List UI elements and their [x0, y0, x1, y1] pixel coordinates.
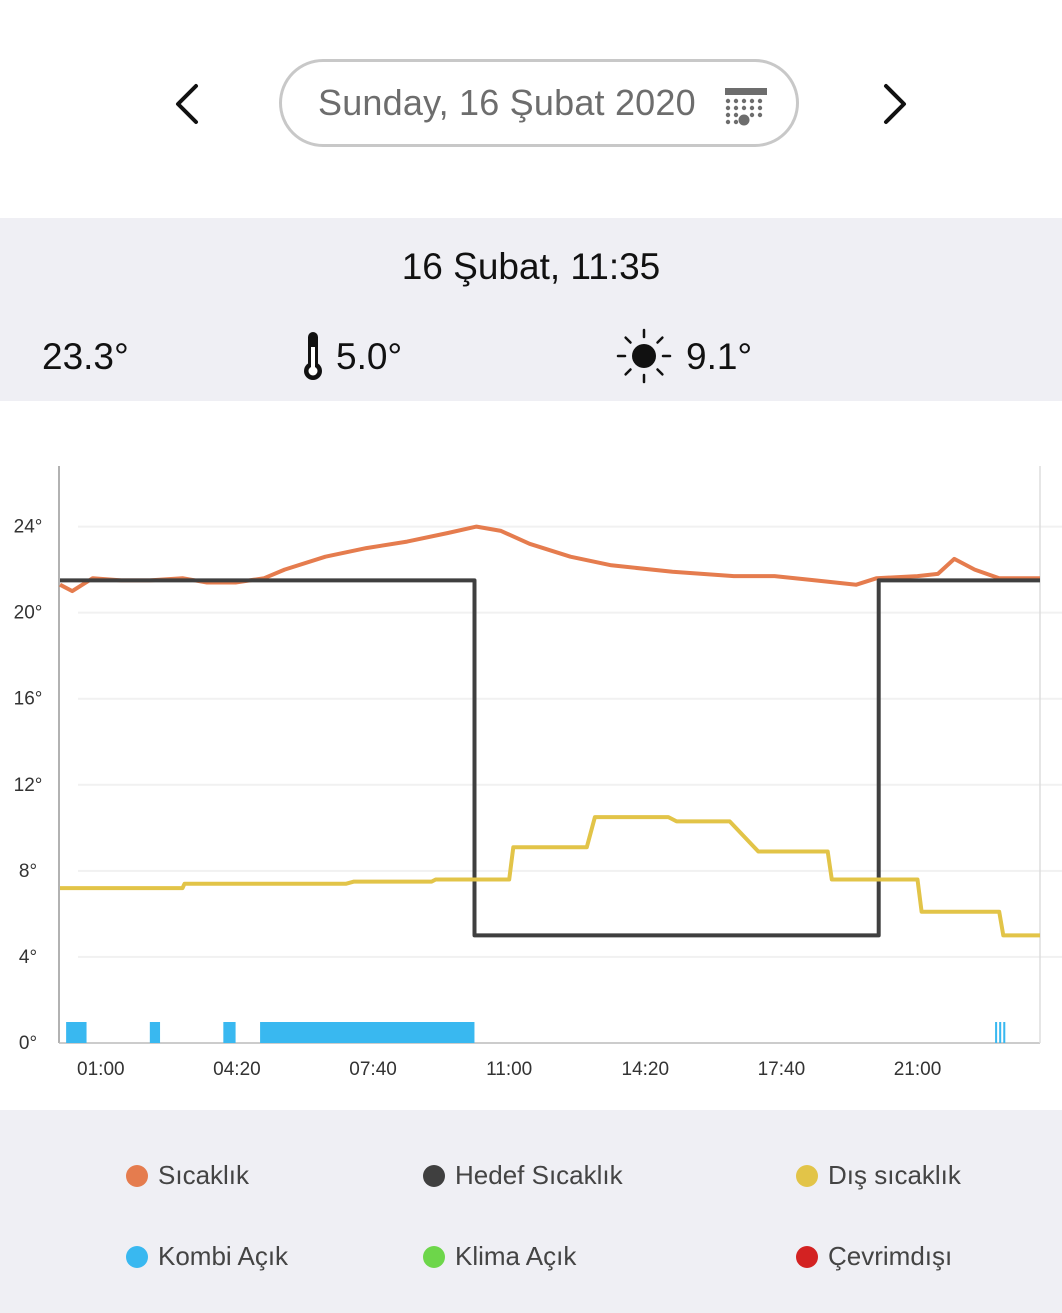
legend-item-offline: Çevrimdışı: [796, 1241, 952, 1272]
current-readings-panel: 16 Şubat, 11:35 23.3° 5.0° 9.1°: [0, 218, 1062, 401]
calendar-icon: [725, 88, 767, 126]
boiler-on-bar: [149, 1022, 161, 1043]
legend-label: Sıcaklık: [158, 1160, 250, 1190]
date-picker[interactable]: Sunday, 16 Şubat 2020: [279, 59, 799, 147]
legend-item-boiler: Kombi Açık: [126, 1241, 288, 1272]
reading-datetime: 16 Şubat, 11:35: [401, 246, 661, 287]
x-tick-label: 07:40: [349, 1059, 397, 1080]
legend-swatch: [423, 1164, 445, 1187]
previous-day-button[interactable]: [160, 76, 216, 132]
x-tick-label: 04:20: [213, 1059, 261, 1080]
boiler-on-bar: [1003, 1022, 1006, 1043]
target-temperature-value: 5.0°: [336, 336, 403, 377]
legend-swatch: [796, 1164, 818, 1187]
temperature-chart: 0° 4° 8° 12° 16° 20° 24° 01:00 04:20 07:40 11:00 14…: [0, 401, 1062, 1110]
boiler-on-bar: [260, 1022, 475, 1043]
legend-label: Çevrimdışı: [828, 1241, 953, 1271]
legend-swatch: [126, 1164, 148, 1187]
legend-item-target: Hedef Sıcaklık: [423, 1160, 623, 1191]
y-tick-label: 24°: [14, 517, 43, 538]
x-tick-label: 14:20: [622, 1059, 670, 1080]
y-tick-label: 16°: [14, 689, 43, 710]
chart-legend: Sıcaklık Hedef Sıcaklık Dış sıcaklık Kom…: [0, 1110, 1062, 1313]
legend-swatch: [423, 1245, 445, 1268]
target-temperature-line: [60, 578, 1040, 938]
y-tick-label: 4°: [19, 947, 37, 968]
x-tick-label: 17:40: [758, 1059, 806, 1080]
y-tick-label: 20°: [14, 603, 43, 624]
y-tick-label: 0°: [19, 1033, 37, 1054]
boiler-on-bar: [995, 1022, 998, 1043]
y-tick-label: 12°: [14, 775, 43, 796]
x-tick-label: 21:00: [894, 1059, 942, 1080]
x-tick-label: 01:00: [77, 1059, 125, 1080]
legend-label: Hedef Sıcaklık: [455, 1160, 623, 1190]
legend-swatch: [796, 1245, 818, 1268]
date-navigation-bar: Sunday, 16 Şubat 2020: [0, 0, 1062, 218]
legend-swatch: [126, 1245, 148, 1268]
legend-item-outdoor: Dış sıcaklık: [796, 1160, 961, 1191]
sun-icon: [616, 328, 672, 384]
legend-label: Dış sıcaklık: [828, 1160, 961, 1190]
boiler-on-bar: [999, 1022, 1002, 1043]
legend-item-ac: Klima Açık: [423, 1241, 576, 1272]
room-temperature-value: 23.3°: [42, 336, 129, 377]
x-tick-label: 11:00: [486, 1059, 532, 1080]
outdoor-temperature-value: 9.1°: [686, 336, 753, 377]
chevron-right-icon: [884, 84, 906, 124]
thermometer-icon: [304, 332, 322, 380]
y-tick-label: 8°: [19, 861, 37, 882]
chevron-left-icon: [176, 84, 198, 124]
legend-label: Klima Açık: [455, 1241, 577, 1271]
boiler-on-bar: [66, 1022, 87, 1043]
next-day-button[interactable]: [866, 76, 922, 132]
selected-date: Sunday, 16 Şubat 2020: [318, 82, 696, 123]
legend-label: Kombi Açık: [158, 1241, 289, 1271]
outdoor-temperature-line: [60, 815, 1040, 938]
legend-item-temperature: Sıcaklık: [126, 1160, 249, 1191]
boiler-on-bar: [223, 1022, 236, 1043]
chart-canvas: 0° 4° 8° 12° 16° 20° 24° 01:00 04:20 07:40 11:00 14…: [14, 466, 1062, 1080]
